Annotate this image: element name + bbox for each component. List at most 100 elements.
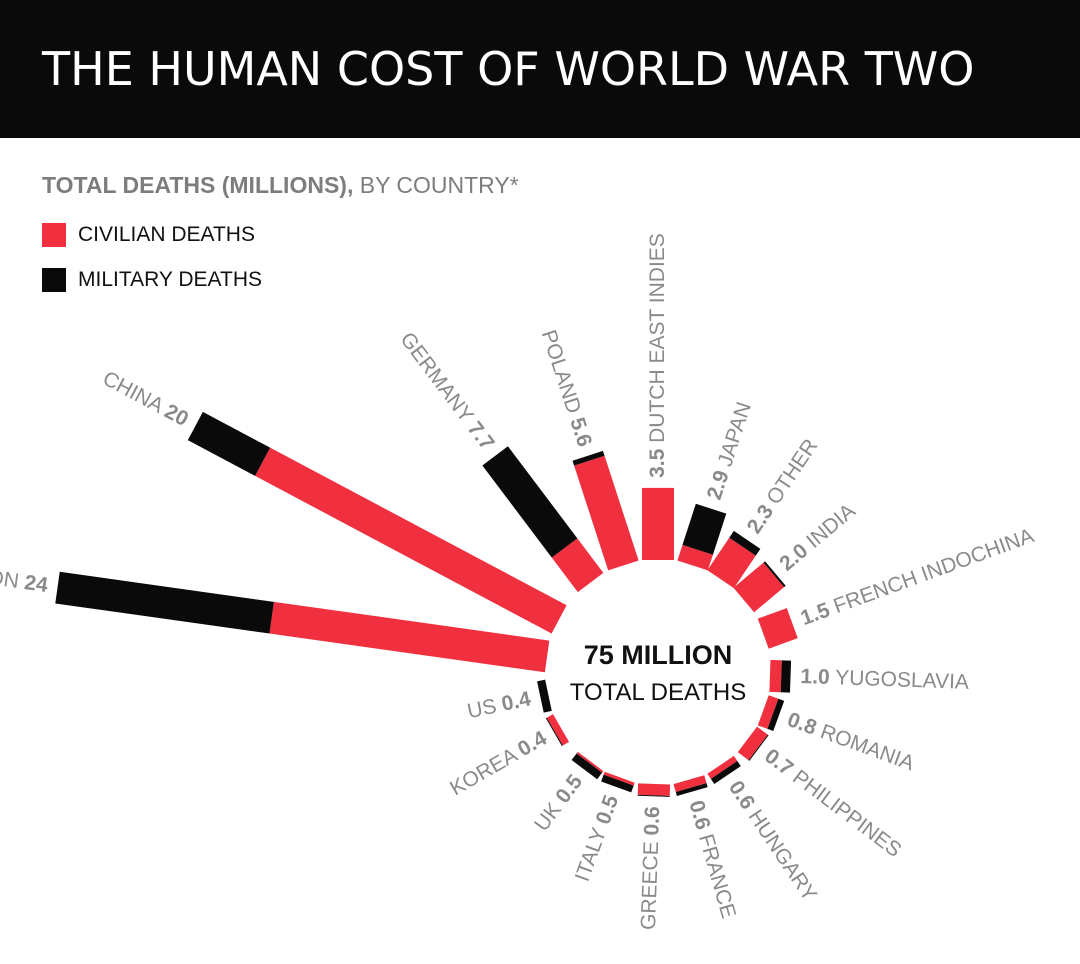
bar-military-uk (571, 753, 603, 780)
label-value-us: 0.4 (499, 687, 533, 716)
label-value-italy: 0.5 (591, 792, 623, 828)
label-uk: UK 0.5 (530, 770, 587, 835)
bar-civilian-yugoslavia (769, 659, 782, 693)
label-name-other: OTHER (762, 435, 822, 509)
bar-civilian-uk (576, 751, 604, 773)
label-name-poland: POLAND (537, 327, 586, 416)
bar-military-italy (601, 774, 634, 793)
bar-military-greece (637, 794, 670, 797)
bar-civilian-hungary (707, 755, 738, 779)
legend-label-military: MILITARY DEATHS (78, 268, 262, 291)
label-yugoslavia: 1.0 YUGOSLAVIA (800, 665, 969, 694)
label-greece: GREECE 0.6 (637, 806, 664, 930)
label-value-philippines: 0.7 (761, 744, 798, 780)
label-value-french-indochina: 1.5 (797, 598, 833, 630)
label-name-us: US (465, 694, 498, 723)
label-poland: POLAND 5.6 (537, 327, 596, 450)
bar-civilian-germany (551, 538, 604, 593)
bar-military-poland (572, 450, 605, 466)
bar-military-korea (545, 717, 563, 746)
bar-military-france (675, 783, 708, 796)
chart-subtitle: TOTAL DEATHS (MILLIONS), BY COUNTRY* (42, 172, 519, 199)
subtitle-bold: TOTAL DEATHS (MILLIONS), (42, 172, 354, 198)
bar-civilian-soviet-union (269, 601, 550, 673)
label-value-france: 0.6 (685, 798, 715, 832)
label-name-germany: GERMANY (396, 328, 478, 427)
bar-military-india (763, 561, 786, 588)
page-title: THE HUMAN COST OF WORLD WAR TWO (42, 42, 975, 96)
label-dutch-east-indies: 3.5 DUTCH EAST INDIES (646, 233, 669, 478)
label-value-hungary: 0.6 (724, 776, 759, 813)
bar-military-other (729, 530, 761, 556)
label-value-germany: 7.7 (463, 417, 499, 454)
bar-civilian-korea (546, 714, 570, 746)
label-name-greece: GREECE (637, 841, 663, 930)
label-value-romania: 0.8 (784, 708, 820, 740)
center-total-label: TOTAL DEATHS (570, 679, 746, 706)
bar-civilian-india (733, 562, 785, 613)
label-value-dutch-east-indies: 3.5 (646, 448, 669, 478)
label-china: CHINA 20 (99, 366, 192, 430)
legend-item-civilian: CIVILIAN DEATHS (42, 222, 255, 248)
header-bar: THE HUMAN COST OF WORLD WAR TWO (0, 0, 1080, 138)
legend-label-civilian: CIVILIAN DEATHS (78, 223, 255, 246)
label-germany: GERMANY 7.7 (396, 328, 499, 454)
bar-civilian-french-indochina (757, 608, 798, 649)
bar-military-romania (767, 698, 785, 731)
label-name-france: FRANCE (695, 831, 741, 920)
label-value-soviet-union: 24 (23, 571, 50, 597)
civilian-swatch (42, 223, 66, 247)
label-korea: KOREA 0.4 (446, 726, 551, 800)
label-name-french-indochina: FRENCH INDOCHINA (830, 524, 1036, 618)
label-value-china: 20 (161, 399, 192, 430)
label-romania: 0.8 ROMANIA (784, 708, 917, 775)
legend-item-military: MILITARY DEATHS (42, 267, 262, 293)
label-value-korea: 0.4 (514, 726, 551, 761)
label-name-korea: KOREA (446, 743, 521, 800)
bar-military-philippines (748, 734, 769, 761)
label-other: 2.3 OTHER (742, 435, 822, 538)
label-name-philippines: PHILIPPINES (789, 765, 906, 861)
label-name-hungary: HUNGARY (744, 805, 822, 905)
bar-civilian-dutch-east-indies (642, 487, 674, 560)
label-name-dutch-east-indies: DUTCH EAST INDIES (646, 233, 669, 443)
bar-civilian-italy (603, 771, 635, 786)
bar-civilian-japan (677, 544, 713, 571)
label-name-japan: JAPAN (713, 399, 755, 469)
bar-military-japan (682, 503, 727, 555)
bar-group (55, 411, 798, 797)
bar-military-hungary (710, 761, 741, 785)
label-name-india: INDIA (802, 499, 860, 553)
label-india: 2.0 INDIA (775, 499, 860, 575)
label-value-greece: 0.6 (640, 806, 664, 836)
bar-civilian-france (673, 775, 707, 792)
military-swatch (42, 268, 66, 292)
label-value-other: 2.3 (742, 500, 777, 537)
label-value-uk: 0.5 (551, 770, 587, 807)
subtitle-rest: BY COUNTRY* (353, 172, 519, 198)
bar-military-germany (482, 446, 578, 558)
label-soviet-union: SOVIET UNION 24 (0, 549, 50, 597)
label-name-yugoslavia: YUGOSLAVIA (835, 666, 970, 694)
center-total-value: 75 MILLION (584, 640, 733, 670)
label-value-yugoslavia: 1.0 (800, 665, 830, 689)
label-name-china: CHINA (99, 366, 167, 417)
label-value-japan: 2.9 (702, 468, 733, 503)
label-us: US 0.4 (465, 687, 533, 723)
bar-civilian-poland (574, 455, 639, 571)
bar-military-soviet-union (55, 571, 274, 634)
bar-military-us (537, 679, 552, 713)
bar-military-china (187, 411, 271, 476)
label-italy: ITALY 0.5 (570, 792, 622, 885)
label-japan: 2.9 JAPAN (702, 399, 755, 502)
label-name-uk: UK (530, 798, 566, 835)
bar-military-yugoslavia (780, 660, 792, 693)
label-french-indochina: 1.5 FRENCH INDOCHINA (797, 524, 1036, 630)
label-value-india: 2.0 (775, 539, 812, 575)
label-name-italy: ITALY (570, 825, 611, 885)
bar-civilian-greece (637, 783, 671, 796)
bar-civilian-philippines (737, 726, 768, 761)
label-name-romania: ROMANIA (817, 720, 917, 775)
bar-civilian-other (707, 537, 756, 589)
label-france: 0.6 FRANCE (685, 798, 741, 921)
